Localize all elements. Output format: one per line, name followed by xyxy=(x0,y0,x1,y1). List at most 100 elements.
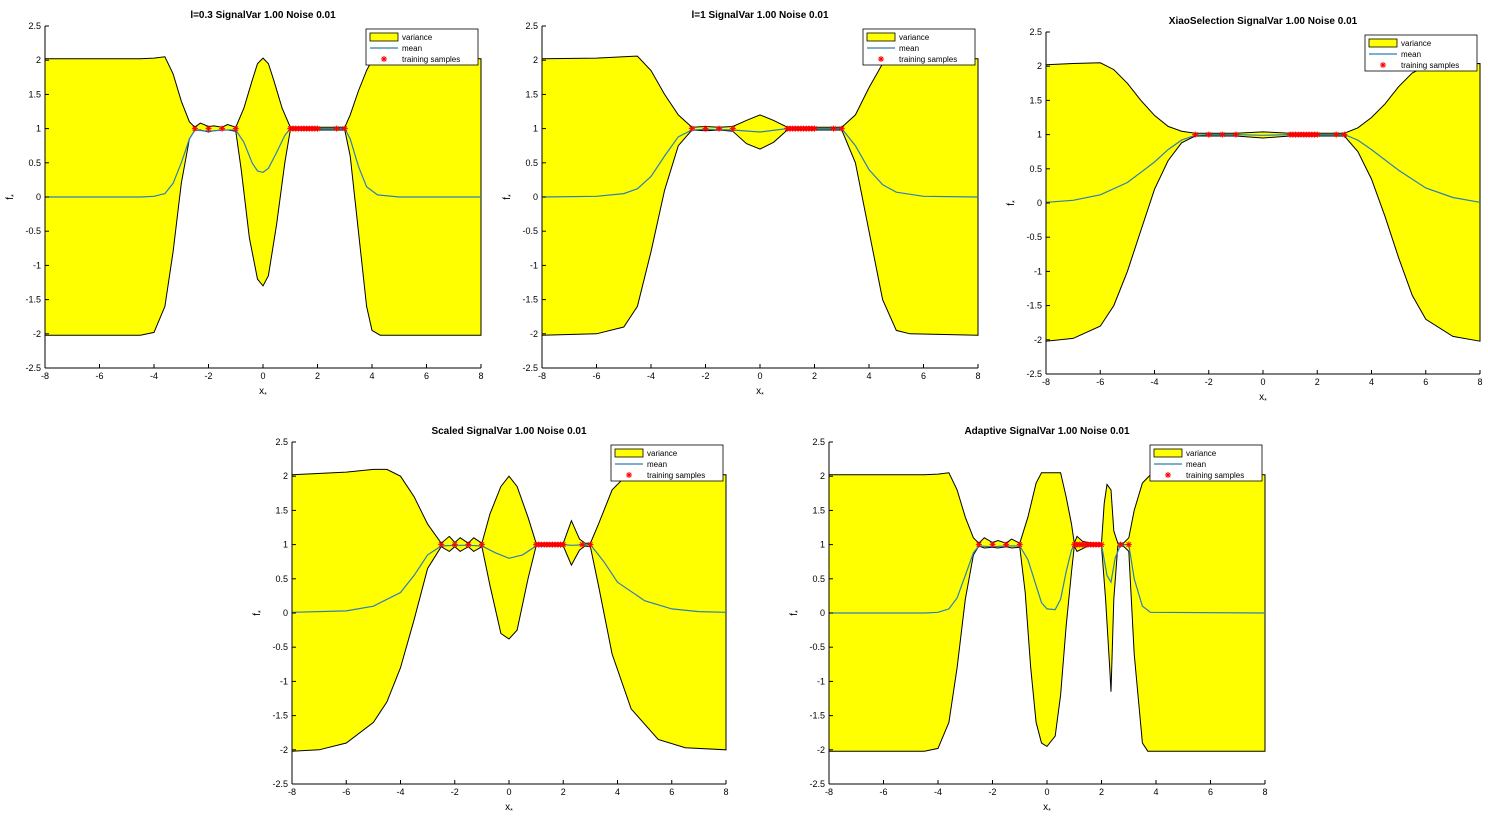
x-tick-label: 4 xyxy=(866,371,871,381)
training-sample-point xyxy=(1098,541,1105,548)
x-tick-label: 0 xyxy=(260,371,265,381)
y-axis-label: f* xyxy=(502,194,515,200)
legend-samples-marker xyxy=(1380,62,1386,68)
training-sample-point xyxy=(314,125,321,132)
chart-title: l=0.3 SignalVar 1.00 Noise 0.01 xyxy=(190,10,336,21)
y-tick-label: -2 xyxy=(1034,335,1042,345)
x-tick-label: 4 xyxy=(369,371,374,381)
y-tick-label: -1 xyxy=(530,260,538,270)
legend: variance mean training samples xyxy=(1364,34,1478,72)
x-tick-label: 2 xyxy=(315,371,320,381)
y-tick-label: 0.5 xyxy=(525,158,538,168)
x-axis-label: x* xyxy=(756,386,764,399)
chart-title: Scaled SignalVar 1.00 Noise 0.01 xyxy=(431,426,587,437)
training-sample-point xyxy=(191,125,198,132)
training-sample-point xyxy=(341,125,348,132)
y-tick-label: -2.5 xyxy=(25,363,41,373)
training-sample-point xyxy=(1333,131,1340,138)
x-tick-label: 6 xyxy=(1208,787,1213,797)
chart-title: Adaptive SignalVar 1.00 Noise 0.01 xyxy=(964,426,1130,437)
x-tick-label: -6 xyxy=(592,371,600,381)
y-tick-label: -0.5 xyxy=(809,642,825,652)
legend-samples-marker xyxy=(1165,472,1171,478)
training-sample-point xyxy=(702,125,709,132)
x-tick-label: -2 xyxy=(204,371,212,381)
y-tick-label: 2 xyxy=(1037,61,1042,71)
legend-variance-label: variance xyxy=(402,33,433,42)
y-tick-label: 1 xyxy=(1037,130,1042,140)
x-tick-label: -4 xyxy=(647,371,655,381)
training-sample-point xyxy=(478,541,485,548)
x-tick-label: 8 xyxy=(1477,377,1482,387)
x-axis-label: x* xyxy=(1043,802,1051,815)
x-axis-label: x* xyxy=(1259,392,1267,405)
training-sample-point xyxy=(579,541,586,548)
legend: variance mean training samples xyxy=(1149,444,1263,482)
y-tick-label: -0.5 xyxy=(1026,232,1042,242)
y-tick-label: 2.5 xyxy=(812,437,825,447)
y-tick-label: -0.5 xyxy=(25,226,41,236)
x-tick-label: -2 xyxy=(988,787,996,797)
x-tick-label: 8 xyxy=(975,371,980,381)
x-tick-label: -8 xyxy=(288,787,296,797)
y-tick-label: -1 xyxy=(33,260,41,270)
variance-band xyxy=(828,472,1266,752)
y-tick-label: -1.5 xyxy=(809,711,825,721)
training-sample-point xyxy=(989,541,996,548)
chart-panel-1: -8 -6 -4 -2 0 2 4 6 8 -2.5 -2 -1.5 -1 -0.5 0 0.5 1 1.5 2 2.… xyxy=(5,10,484,399)
y-tick-label: 2 xyxy=(36,55,41,65)
x-tick-label: 2 xyxy=(1315,377,1320,387)
training-sample-point xyxy=(1192,131,1199,138)
x-tick-label: 2 xyxy=(561,787,566,797)
training-sample-point xyxy=(975,541,982,548)
legend-variance-swatch xyxy=(866,32,896,42)
y-tick-label: -2.5 xyxy=(272,779,288,789)
y-tick-label: 2.5 xyxy=(28,21,41,31)
x-tick-label: 8 xyxy=(723,787,728,797)
variance-band xyxy=(1045,62,1481,342)
legend-samples-label: training samples xyxy=(1401,61,1459,70)
x-tick-label: 6 xyxy=(669,787,674,797)
legend-mean-label: mean xyxy=(402,44,422,53)
legend-mean-label: mean xyxy=(1186,460,1206,469)
x-tick-label: -6 xyxy=(342,787,350,797)
variance-band xyxy=(44,56,482,336)
y-tick-label: 1.5 xyxy=(275,505,288,515)
legend-variance-swatch xyxy=(1153,448,1183,458)
x-tick-label: 4 xyxy=(1369,377,1374,387)
y-tick-label: 2.5 xyxy=(1029,27,1042,37)
training-sample-point xyxy=(560,541,567,548)
legend-samples-marker xyxy=(878,56,884,62)
y-tick-label: -1.5 xyxy=(272,711,288,721)
y-tick-label: 2 xyxy=(533,55,538,65)
legend-mean-label: mean xyxy=(1401,50,1421,59)
y-tick-label: -2 xyxy=(280,745,288,755)
y-tick-label: -1 xyxy=(280,676,288,686)
y-tick-label: 0 xyxy=(1037,198,1042,208)
x-tick-label: 8 xyxy=(1262,787,1267,797)
training-sample-point xyxy=(451,541,458,548)
legend: variance mean training samples xyxy=(365,28,479,66)
variance-band xyxy=(291,468,727,752)
legend-variance-label: variance xyxy=(647,449,678,458)
x-tick-label: -6 xyxy=(1096,377,1104,387)
y-tick-label: -1 xyxy=(817,676,825,686)
legend-samples-label: training samples xyxy=(1186,471,1244,480)
variance-band xyxy=(541,55,979,336)
y-axis-label: f* xyxy=(5,194,18,200)
training-sample-point xyxy=(232,125,239,132)
y-tick-label: 2 xyxy=(283,471,288,481)
y-tick-label: 2.5 xyxy=(275,437,288,447)
legend-variance-swatch xyxy=(369,32,399,42)
y-tick-label: 1 xyxy=(36,124,41,134)
y-tick-label: -0.5 xyxy=(272,642,288,652)
y-tick-label: 1.5 xyxy=(525,89,538,99)
x-tick-label: 6 xyxy=(1423,377,1428,387)
legend: variance mean training samples xyxy=(862,28,976,66)
x-tick-label: -8 xyxy=(41,371,49,381)
x-tick-label: 0 xyxy=(506,787,511,797)
training-sample-point xyxy=(1205,131,1212,138)
y-tick-label: -2 xyxy=(33,329,41,339)
mean-line xyxy=(1045,134,1481,203)
y-tick-label: 0 xyxy=(820,608,825,618)
